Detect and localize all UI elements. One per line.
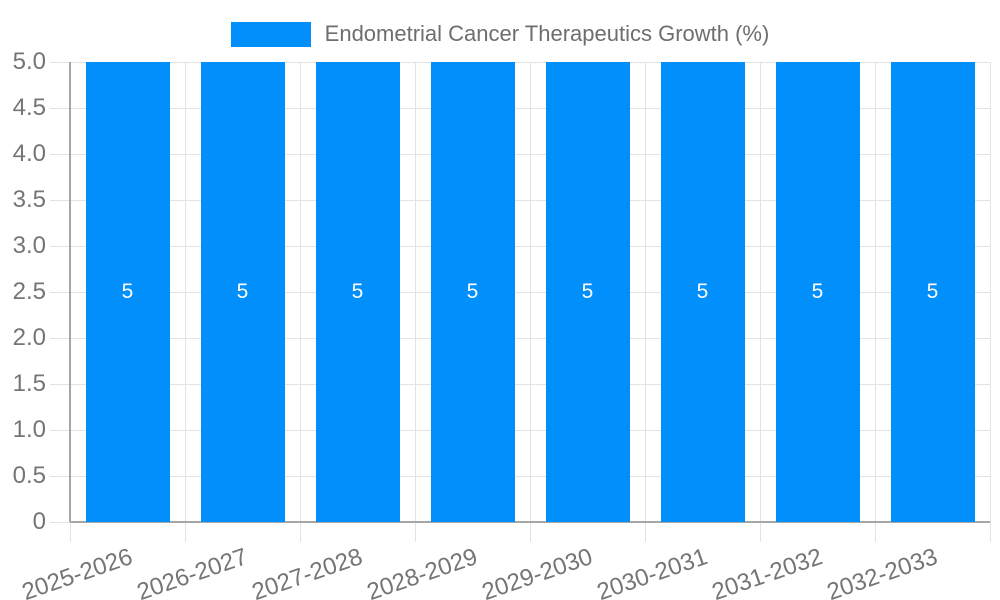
bar-value-label: 5	[466, 280, 479, 303]
x-gridline	[529, 62, 531, 542]
x-axis-tick-label: 2031-2032	[708, 543, 826, 600]
bar-value-label: 5	[696, 280, 709, 303]
x-axis-tick-label: 2029-2030	[478, 543, 596, 600]
x-gridline	[299, 62, 301, 542]
x-axis-tick-label: 2030-2031	[593, 543, 711, 600]
y-axis-tick-label: 2.5	[12, 278, 46, 305]
legend-label: Endometrial Cancer Therapeutics Growth (…	[324, 21, 770, 46]
y-gridline	[50, 429, 990, 431]
x-gridline	[989, 62, 991, 542]
y-axis-tick-label: 4.0	[12, 140, 46, 167]
y-gridline	[50, 199, 990, 201]
bar-value-label: 5	[581, 280, 594, 303]
y-gridline	[50, 107, 990, 109]
y-gridline	[50, 475, 990, 477]
x-gridline	[874, 62, 876, 542]
x-gridline	[759, 62, 761, 542]
y-axis-tick-label: 1.0	[12, 416, 46, 443]
x-gridline	[414, 62, 416, 542]
bar[interactable]: 5	[775, 62, 860, 522]
x-axis-tick-label: 2025-2026	[18, 543, 136, 600]
y-gridline	[50, 337, 990, 339]
bar[interactable]: 5	[890, 62, 975, 522]
bar-value-label: 5	[351, 280, 364, 303]
y-axis-tick-label: 0	[32, 508, 46, 535]
x-axis-tick-label: 2026-2027	[133, 543, 251, 600]
y-gridline	[50, 291, 990, 293]
bar-value-label: 5	[811, 280, 824, 303]
y-gridline	[50, 61, 990, 63]
x-axis-tick-label: 2032-2033	[823, 543, 941, 600]
bar-value-label: 5	[926, 280, 939, 303]
bar[interactable]: 5	[430, 62, 515, 522]
y-axis-tick-label: 3.0	[12, 232, 46, 259]
bar-value-label: 5	[121, 280, 134, 303]
x-axis-tick-label: 2028-2029	[363, 543, 481, 600]
x-gridline	[644, 62, 646, 542]
y-gridline	[50, 245, 990, 247]
y-axis-tick-label: 5.0	[12, 48, 46, 75]
y-axis-tick-label: 3.5	[12, 186, 46, 213]
bar-value-label: 5	[236, 280, 249, 303]
bar[interactable]: 5	[660, 62, 745, 522]
y-axis-line	[69, 62, 71, 522]
bar[interactable]: 5	[85, 62, 170, 522]
y-axis-tick-label: 0.5	[12, 462, 46, 489]
bar[interactable]: 5	[200, 62, 285, 522]
y-axis-tick-label: 4.5	[12, 94, 46, 121]
bar[interactable]: 5	[315, 62, 400, 522]
x-axis-tick-label: 2027-2028	[248, 543, 366, 600]
x-gridline	[184, 62, 186, 542]
y-axis-tick-label: 1.5	[12, 370, 46, 397]
x-axis-line	[70, 521, 990, 523]
legend-swatch	[230, 21, 311, 47]
y-axis-tick-label: 2.0	[12, 324, 46, 351]
bar[interactable]: 5	[545, 62, 630, 522]
chart-legend[interactable]: Endometrial Cancer Therapeutics Growth (…	[0, 21, 1000, 47]
y-gridline	[50, 153, 990, 155]
y-gridline	[50, 383, 990, 385]
